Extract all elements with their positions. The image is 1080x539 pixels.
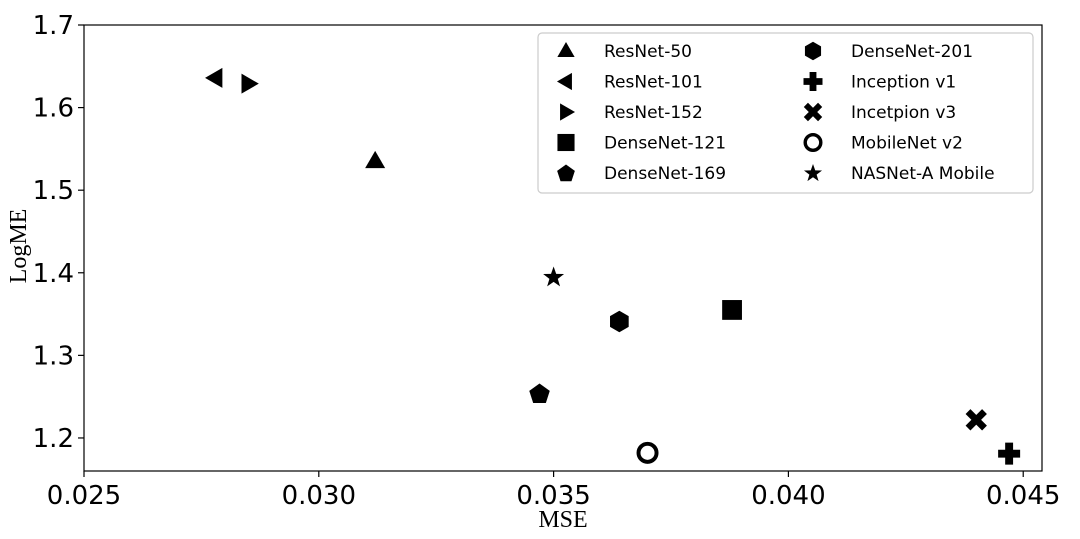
x-tick-label: 0.035: [516, 481, 590, 511]
data-point-densenet-169: [529, 383, 550, 403]
y-tick-label: 1.7: [33, 11, 74, 41]
legend-label-densenet-201: DenseNet-201: [851, 42, 973, 62]
x-tick-label: 0.030: [282, 481, 356, 511]
legend-marker-densenet-169: [557, 164, 575, 182]
plot-area: [205, 67, 1021, 465]
data-point-resnet-101: [205, 67, 223, 88]
x-tick-label: 0.045: [986, 481, 1060, 511]
y-tick-label: 1.2: [33, 424, 74, 454]
legend: ResNet-50 ResNet-101 ResNet-152 DenseNet-12…: [537, 32, 1034, 194]
legend-marker-nasnet-a-mobile: [803, 163, 823, 182]
data-point-densenet-201: [610, 310, 629, 333]
data-point-resnet-50: [365, 150, 386, 169]
legend-marker-incetpion-v3: [803, 102, 823, 122]
legend-marker-resnet-50: [557, 41, 575, 57]
plot-frame: [83, 24, 1043, 472]
data-point-resnet-152: [241, 73, 259, 94]
x-tick-label: 0.040: [751, 481, 825, 511]
legend-label-densenet-121: DenseNet-121: [604, 134, 726, 154]
legend-label-incetpion-v3: Incetpion v3: [851, 103, 956, 123]
data-point-nasnet-a-mobile: [543, 266, 565, 287]
legend-marker-inception-v1: [803, 72, 823, 91]
axes: 0.025 0.030 0.035 0.040 0.045 1.2 1.3 1.4 1.5 1.6…: [33, 11, 1061, 511]
legend-label-resnet-152: ResNet-152: [604, 103, 703, 123]
legend-label-densenet-169: DenseNet-169: [604, 164, 726, 184]
legend-marker-resnet-152: [560, 103, 576, 121]
legend-marker-densenet-201: [804, 41, 822, 61]
legend-label-resnet-101: ResNet-101: [604, 73, 703, 93]
data-point-incetpion-v3: [965, 409, 987, 431]
y-tick-label: 1.5: [33, 176, 74, 206]
x-tick-label: 0.025: [47, 481, 121, 511]
x-axis-label: MSE: [538, 507, 587, 533]
data-point-densenet-121: [722, 300, 742, 320]
data-point-mobilenet-v2: [636, 441, 659, 464]
legend-label-mobilenet-v2: MobileNet v2: [851, 134, 963, 154]
legend-marker-resnet-101: [556, 72, 572, 91]
y-tick-label: 1.4: [33, 259, 74, 289]
y-tick-label: 1.6: [33, 94, 74, 124]
data-point-inception-v1: [998, 442, 1021, 465]
legend-label-nasnet-a-mobile: NASNet-A Mobile: [851, 164, 995, 184]
y-axis-label: LogME: [6, 209, 32, 284]
y-tick-label: 1.3: [33, 341, 74, 371]
legend-label-inception-v1: Inception v1: [851, 73, 956, 93]
legend-box: [537, 32, 1034, 194]
legend-marker-mobilenet-v2: [803, 133, 823, 153]
legend-marker-densenet-121: [557, 133, 575, 152]
legend-label-resnet-50: ResNet-50: [604, 42, 692, 62]
